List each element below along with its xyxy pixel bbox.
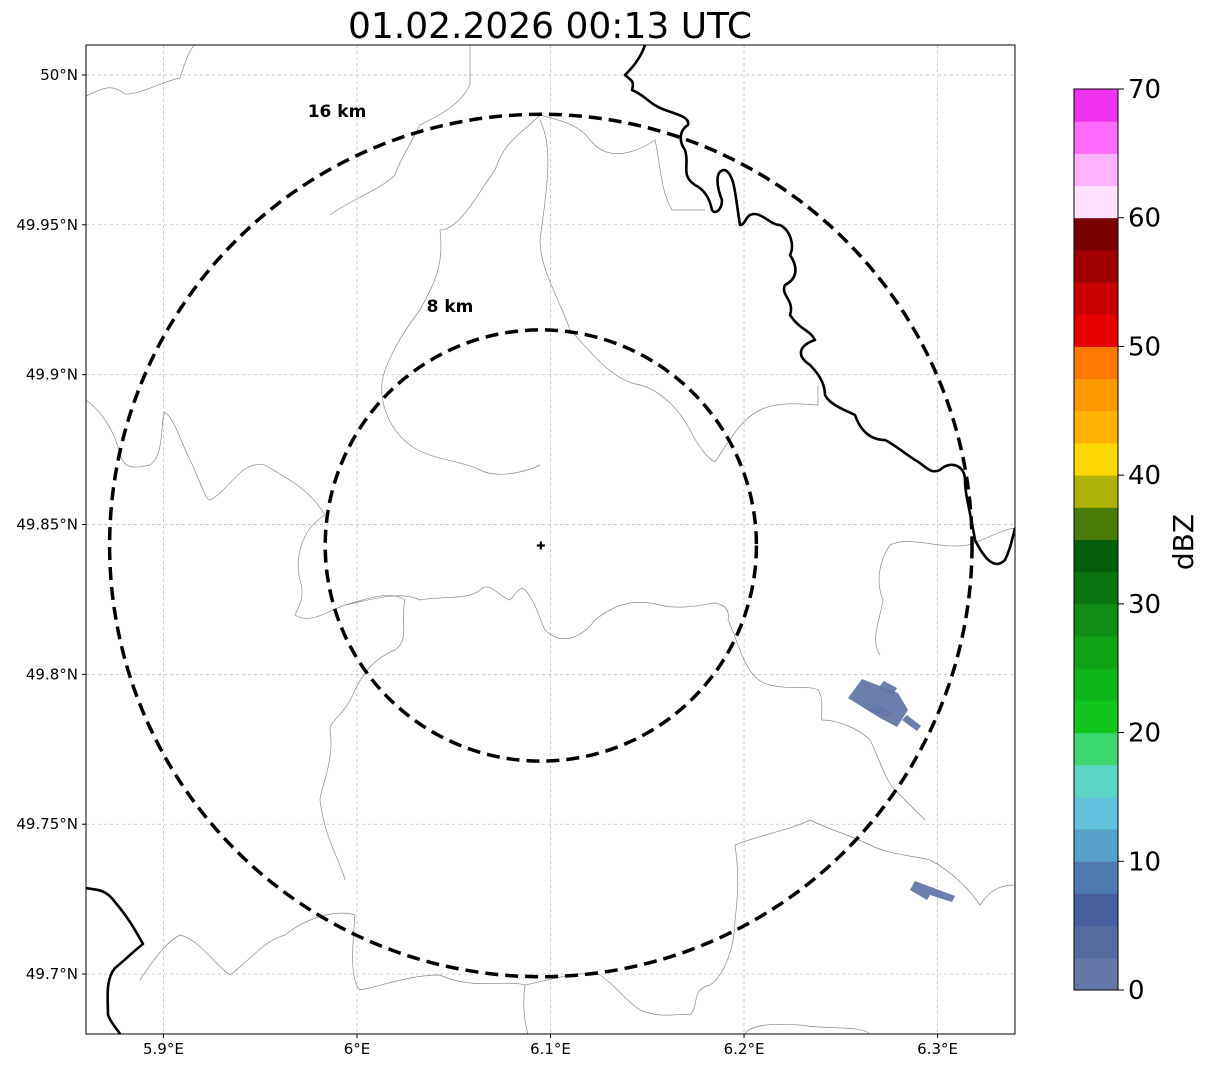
regional-borders — [86, 45, 1015, 1034]
region-border-east-lower — [875, 527, 1015, 656]
colorbar-tick-label-2: 20 — [1128, 719, 1161, 749]
x-tick-label-0: 5.9°E — [143, 1040, 184, 1058]
range-ring-label-16km: 16 km — [308, 102, 367, 122]
x-tick-label-1: 6°E — [344, 1040, 371, 1058]
longitude-axis: 5.9°E 6°E 6.1°E 6.2°E 6.3°E — [143, 1034, 958, 1058]
colorbar-frame — [1073, 88, 1119, 991]
colorbar: 0 10 20 30 40 50 60 70 dBZ — [1073, 75, 1200, 1006]
echo-cell-0 — [848, 679, 908, 727]
colorbar-title: dBZ — [1167, 514, 1200, 570]
region-border-south-east-2 — [689, 844, 739, 1016]
range-ring-label-8km: 8 km — [427, 297, 474, 317]
colorbar-tick-label-7: 70 — [1128, 75, 1161, 105]
colorbar-swatch-11 — [1074, 603, 1118, 637]
region-border-south-east — [734, 819, 1015, 906]
national-borders — [86, 45, 1015, 1034]
colorbar-swatch-2 — [1074, 893, 1118, 927]
range-ring-8km — [323, 328, 759, 763]
colorbar-swatch-4 — [1074, 829, 1118, 862]
colorbar-tick-label-4: 40 — [1128, 461, 1161, 491]
range-ring-16km — [107, 112, 974, 979]
colorbar-swatch-5 — [1074, 796, 1118, 830]
national-border-east — [623, 45, 1015, 566]
colorbar-swatch-22 — [1074, 249, 1118, 283]
colorbar-tick-label-5: 50 — [1128, 332, 1161, 362]
colorbar-swatch-17 — [1074, 410, 1118, 444]
colorbar-swatch-14 — [1074, 507, 1118, 540]
colorbar-tick-label-0: 0 — [1128, 976, 1145, 1006]
radar-echoes — [848, 679, 955, 902]
y-tick-label-5: 49.75°N — [16, 815, 78, 833]
colorbar-tick-label-3: 30 — [1128, 590, 1161, 620]
region-border-south-far — [744, 1023, 871, 1034]
colorbar-swatch-10 — [1074, 636, 1118, 669]
x-tick-label-3: 6.2°E — [724, 1040, 765, 1058]
y-tick-label-2: 49.9°N — [26, 366, 78, 384]
y-tick-label-4: 49.8°N — [26, 665, 78, 683]
colorbar-swatch-12 — [1074, 571, 1118, 605]
region-border-north — [86, 45, 196, 97]
colorbar-swatch-8 — [1074, 700, 1118, 734]
colorbar-swatch-3 — [1074, 861, 1118, 894]
region-border-central-north — [381, 114, 541, 475]
colorbar-tick-label-6: 60 — [1128, 204, 1161, 234]
colorbar-swatch-19 — [1074, 346, 1118, 380]
region-border-northeast — [539, 114, 705, 211]
echo-cell-2 — [902, 715, 921, 731]
colorbar-swatch-0 — [1074, 957, 1118, 991]
echo-cell-3 — [868, 704, 892, 717]
region-border-south-middle — [524, 973, 691, 1016]
colorbar-swatch-25 — [1074, 153, 1118, 187]
colorbar-swatch-20 — [1074, 314, 1118, 347]
range-rings — [107, 112, 974, 979]
colorbar-swatch-15 — [1074, 475, 1118, 508]
y-tick-label-0: 50°N — [40, 66, 78, 84]
colorbar-ticks: 0 10 20 30 40 50 60 70 — [1118, 75, 1161, 1006]
map-area[interactable]: 16 km 8 km — [85, 44, 1016, 1035]
colorbar-swatch-27 — [1074, 89, 1118, 122]
latitude-axis: 50°N 49.95°N 49.9°N 49.85°N 49.8°N 49.75°N 49.… — [16, 66, 86, 983]
colorbar-swatches — [1074, 89, 1118, 991]
colorbar-swatch-16 — [1074, 442, 1118, 476]
gridlines — [86, 45, 1015, 1034]
region-border-west — [86, 399, 406, 881]
region-border-south — [139, 912, 529, 1034]
x-tick-label-4: 6.3°E — [917, 1040, 958, 1058]
colorbar-swatch-21 — [1074, 282, 1118, 315]
colorbar-swatch-1 — [1074, 925, 1118, 959]
colorbar-swatch-24 — [1074, 185, 1118, 219]
radar-site-marker — [536, 541, 545, 550]
colorbar-swatch-7 — [1074, 732, 1118, 766]
echo-cell-4 — [910, 881, 955, 902]
x-tick-label-2: 6.1°E — [530, 1040, 571, 1058]
region-border-north-central — [329, 45, 471, 216]
y-tick-label-3: 49.85°N — [16, 516, 78, 534]
region-border-central-south — [344, 586, 729, 639]
echo-cell-1 — [878, 681, 897, 695]
colorbar-swatch-26 — [1074, 121, 1118, 154]
colorbar-swatch-18 — [1074, 378, 1118, 412]
y-tick-label-1: 49.95°N — [16, 216, 78, 234]
region-border-east-central — [539, 119, 819, 463]
colorbar-swatch-9 — [1074, 668, 1118, 701]
colorbar-swatch-23 — [1074, 217, 1118, 251]
national-border-southwest — [86, 886, 145, 1034]
colorbar-swatch-13 — [1074, 539, 1118, 573]
y-tick-label-6: 49.7°N — [26, 965, 78, 983]
colorbar-swatch-6 — [1074, 764, 1118, 798]
colorbar-tick-label-1: 10 — [1128, 847, 1161, 877]
figure-title: 01.02.2026 00:13 UTC — [348, 6, 752, 47]
